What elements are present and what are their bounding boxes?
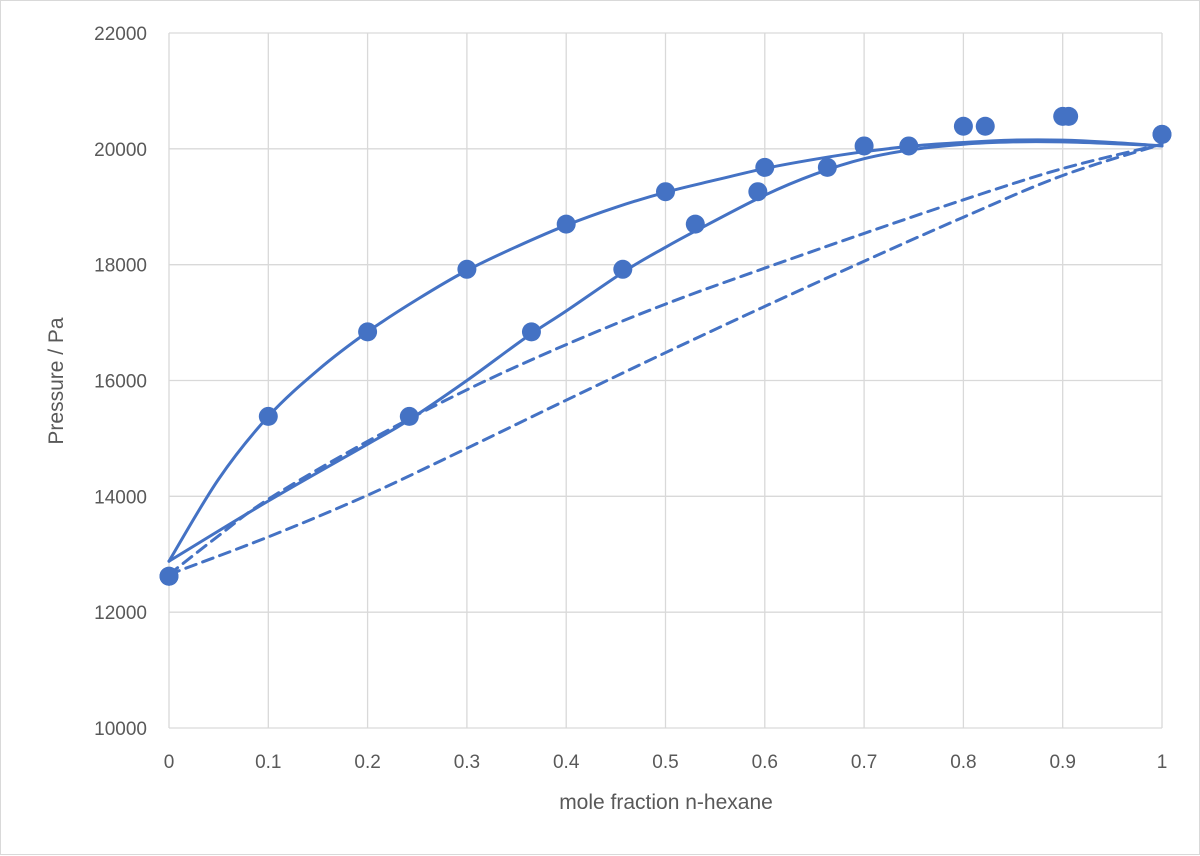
y-axis-label: Pressure / Pa <box>45 317 68 445</box>
data-point <box>854 136 874 156</box>
tick-labels: 10000 12000 14000 16000 18000 20000 22000 0 0.1 0… <box>94 24 1167 773</box>
data-point <box>1152 124 1172 144</box>
data-point <box>399 406 419 426</box>
fitted-solid-curve <box>167 140 1164 563</box>
data-point <box>899 136 919 156</box>
data-points <box>159 106 1172 586</box>
x-tick-label: 0.8 <box>950 752 976 773</box>
y-tick-label: 12000 <box>94 603 147 624</box>
data-point <box>817 157 837 177</box>
x-tick-label: 0.5 <box>652 752 678 773</box>
x-tick-label: 0.2 <box>354 752 380 773</box>
y-tick-label: 20000 <box>94 140 147 161</box>
y-tick-label: 16000 <box>94 372 147 393</box>
data-point <box>975 116 995 136</box>
y-tick-label: 14000 <box>94 487 147 508</box>
data-point <box>613 259 633 279</box>
data-point <box>521 322 541 342</box>
x-tick-label: 0.6 <box>752 752 778 773</box>
data-point <box>358 322 378 342</box>
data-point <box>755 157 775 177</box>
data-point <box>656 182 675 202</box>
y-tick-label: 22000 <box>94 24 147 45</box>
data-point <box>685 214 705 234</box>
ideal-dashed-curve <box>167 142 1164 576</box>
data-point <box>1059 106 1079 126</box>
x-axis-label: mole fraction n-hexane <box>559 791 773 814</box>
data-point <box>457 259 477 279</box>
series-lines <box>167 138 1164 576</box>
x-tick-label: 1 <box>1157 752 1168 773</box>
data-point <box>748 182 768 202</box>
x-tick-label: 0.4 <box>553 752 580 773</box>
y-tick-label: 18000 <box>94 256 147 277</box>
x-tick-label: 0 <box>164 752 175 773</box>
data-point <box>159 566 179 586</box>
gridlines <box>168 32 1163 729</box>
y-tick-label: 10000 <box>94 719 147 740</box>
data-point <box>953 116 973 136</box>
ideal-dashed-curve <box>167 142 1164 576</box>
data-point <box>258 406 278 426</box>
x-tick-label: 0.3 <box>454 752 480 773</box>
x-tick-label: 0.7 <box>851 752 877 773</box>
x-tick-label: 0.9 <box>1049 752 1075 773</box>
data-point <box>556 214 576 234</box>
x-tick-label: 0.1 <box>255 752 281 773</box>
